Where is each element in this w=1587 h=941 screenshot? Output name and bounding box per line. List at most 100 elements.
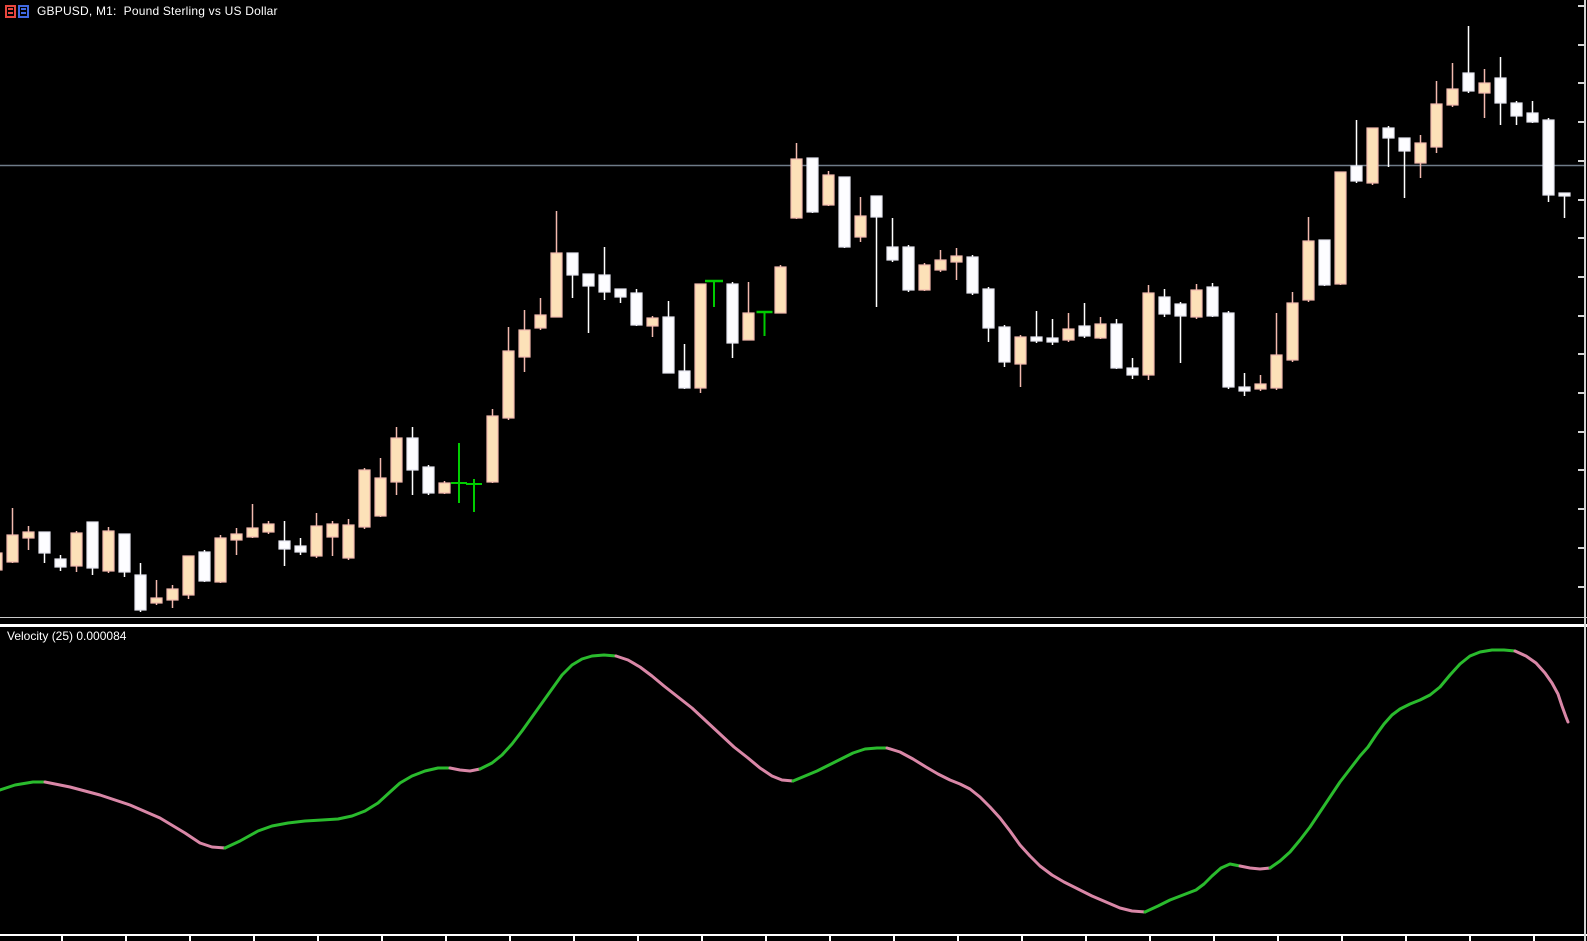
candle-bear xyxy=(1238,373,1251,396)
candle-body xyxy=(854,215,867,238)
candle-body xyxy=(598,274,611,293)
candle-bear xyxy=(1206,283,1219,317)
time-tick xyxy=(1149,936,1151,941)
subwindow-separator-handle[interactable] xyxy=(0,624,1587,627)
candle-body xyxy=(1318,239,1331,286)
candle-body xyxy=(134,574,147,611)
candle-body xyxy=(790,158,803,219)
candle-bear xyxy=(1110,319,1123,369)
candle-bear xyxy=(886,218,899,262)
candle-body xyxy=(870,195,883,218)
price-tick xyxy=(1578,392,1584,394)
candle-bear xyxy=(902,245,915,292)
price-tick xyxy=(1578,198,1584,201)
tee-marker-icon xyxy=(705,279,723,307)
red-bars-icon xyxy=(5,4,16,18)
time-tick xyxy=(253,936,255,941)
candle-bear xyxy=(118,533,131,577)
candle-bull xyxy=(326,521,339,556)
candle-body xyxy=(1270,354,1283,389)
candle-body xyxy=(694,283,707,389)
candle-body xyxy=(1542,119,1555,196)
candle-bear xyxy=(1494,57,1507,125)
candle-bull xyxy=(1094,317,1107,339)
cross-marker-icon xyxy=(451,443,467,503)
candle-bear xyxy=(1174,302,1187,363)
candle-bull xyxy=(742,282,755,341)
indicator-segment-down xyxy=(43,780,227,850)
candle-bear xyxy=(630,289,643,326)
candle-bull xyxy=(1062,313,1075,342)
candle-bull xyxy=(550,211,563,318)
candle-bull xyxy=(694,283,707,393)
indicator-segment-down xyxy=(448,766,482,773)
candle-body xyxy=(390,437,403,483)
candle-body xyxy=(1174,303,1187,317)
candle-body xyxy=(534,314,547,329)
candle-bull xyxy=(102,527,115,573)
indicator-segment-down xyxy=(1513,649,1570,724)
candle-body xyxy=(22,531,35,539)
candle-body xyxy=(566,252,579,276)
candle-body xyxy=(966,256,979,294)
candle-body xyxy=(1510,102,1523,117)
candle-bull xyxy=(502,327,515,420)
candle-bull xyxy=(1446,63,1459,107)
price-scale-border[interactable] xyxy=(1584,0,1586,941)
candle-body xyxy=(1142,292,1155,376)
candle-bull xyxy=(1414,135,1427,178)
candle-body xyxy=(166,588,179,601)
candle-bull xyxy=(6,508,19,563)
candle-bear xyxy=(726,282,739,358)
candle-bear xyxy=(966,255,979,295)
candle-bull xyxy=(214,535,227,583)
price-tick xyxy=(1578,5,1584,7)
candle-bear xyxy=(422,465,435,495)
candle-body xyxy=(550,252,563,318)
price-tick xyxy=(1578,159,1584,162)
candle-bear xyxy=(678,344,691,389)
time-scale-axis[interactable] xyxy=(0,934,1587,936)
price-tick xyxy=(1578,508,1584,511)
candle-bear xyxy=(198,550,211,582)
candle-bull xyxy=(182,555,195,599)
indicator-segment-up xyxy=(478,653,618,771)
time-tick xyxy=(573,936,575,941)
chart-title: GBPUSD, M1: Pound Sterling vs US Dollar xyxy=(37,4,278,18)
indicator-label: Velocity (25) 0.000084 xyxy=(7,629,127,643)
time-tick xyxy=(189,936,191,941)
candle-bull xyxy=(1334,171,1347,285)
candle-bull xyxy=(166,585,179,608)
time-tick xyxy=(765,936,767,941)
candle-bull xyxy=(1270,313,1283,390)
time-tick xyxy=(61,936,63,941)
candle-body xyxy=(1462,72,1475,92)
candle-bull xyxy=(1478,69,1491,118)
candle-body xyxy=(774,266,787,314)
time-tick xyxy=(893,936,895,941)
candle-body xyxy=(886,246,899,261)
time-tick xyxy=(125,936,127,941)
price-tick xyxy=(1578,314,1584,317)
candle-bull xyxy=(22,526,35,550)
candle-bear xyxy=(1158,289,1171,317)
candle-body xyxy=(742,312,755,341)
time-tick xyxy=(1405,936,1407,941)
candlestick-chart[interactable] xyxy=(0,0,1587,620)
candle-bear xyxy=(806,157,819,213)
candle-bear xyxy=(598,247,611,300)
candle-bull xyxy=(1254,375,1267,391)
candle-body xyxy=(278,540,291,550)
candle-body xyxy=(678,370,691,389)
candle-bear xyxy=(1030,311,1043,343)
time-tick xyxy=(1341,936,1343,941)
candle-body xyxy=(902,246,915,291)
candle-body xyxy=(1254,383,1267,390)
time-tick xyxy=(829,936,831,941)
candle-bear xyxy=(406,427,419,495)
candle-bear xyxy=(1046,319,1059,345)
indicator-segment-up xyxy=(1143,862,1242,914)
time-tick xyxy=(1085,936,1087,941)
candle-body xyxy=(1334,171,1347,285)
